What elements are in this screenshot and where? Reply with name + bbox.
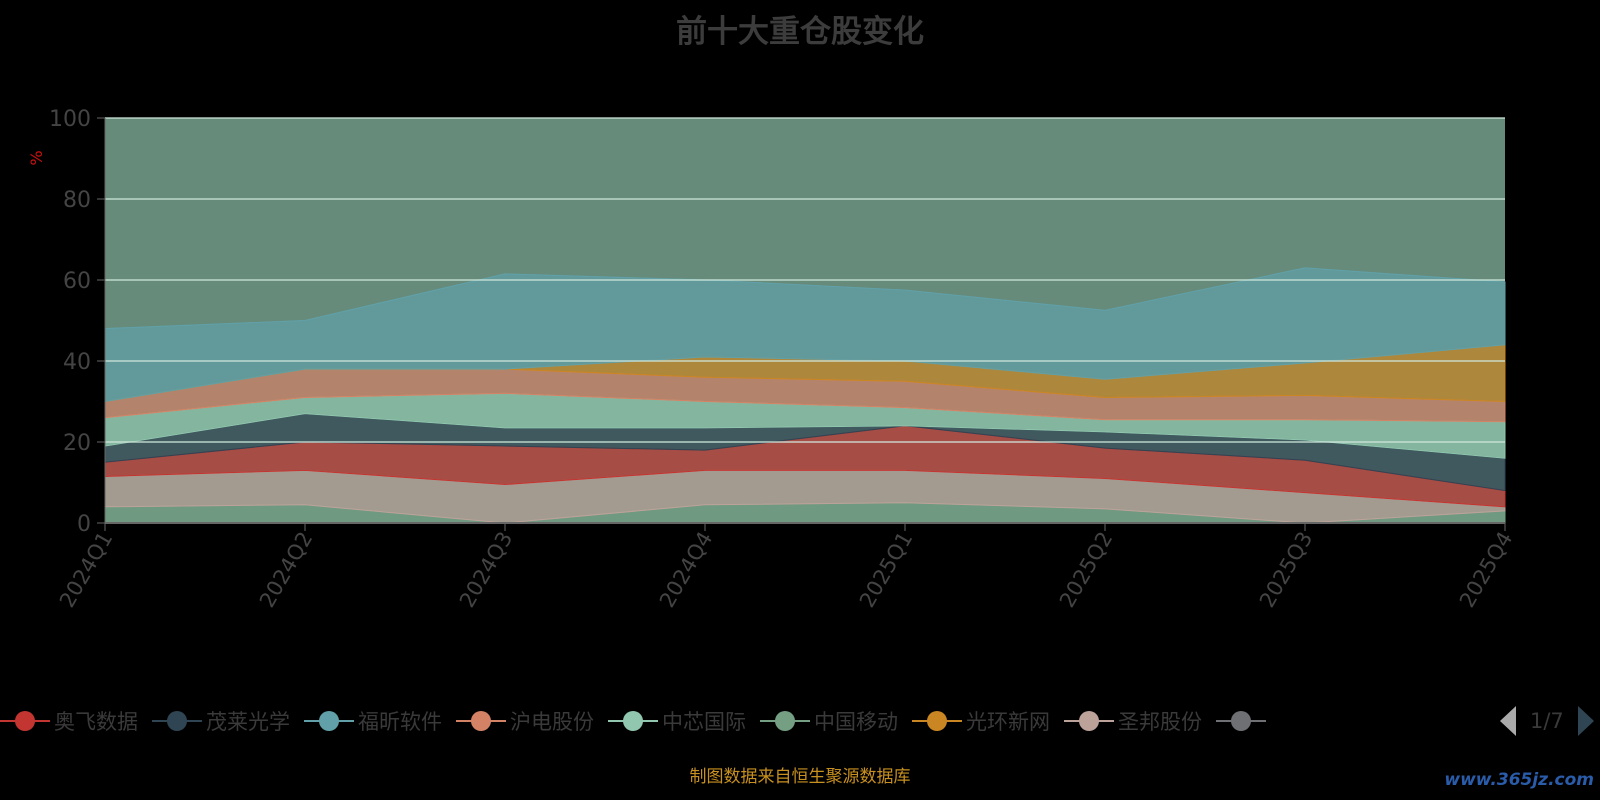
legend-pager: 1/7 bbox=[1500, 706, 1594, 736]
legend-marker-icon bbox=[304, 709, 354, 733]
legend-marker-icon bbox=[608, 709, 658, 733]
legend-item[interactable]: 圣邦股份 bbox=[1064, 706, 1202, 736]
legend-marker-icon bbox=[912, 709, 962, 733]
legend-marker-icon bbox=[0, 709, 50, 733]
x-tick-label: 2025Q3 bbox=[1255, 528, 1317, 612]
y-tick-label: 0 bbox=[77, 512, 91, 537]
y-tick-label: 80 bbox=[63, 188, 91, 213]
legend-marker-icon bbox=[456, 709, 506, 733]
y-tick-label: 100 bbox=[49, 107, 91, 132]
legend-marker-icon bbox=[1216, 709, 1266, 733]
y-tick-label: 20 bbox=[63, 431, 91, 456]
x-tick-label: 2024Q1 bbox=[55, 528, 117, 612]
data-source-note: 制图数据来自恒生聚源数据库 bbox=[689, 767, 911, 787]
watermark: www.365jz.com bbox=[1444, 770, 1594, 790]
legend-page-indicator: 1/7 bbox=[1530, 709, 1564, 733]
x-tick-label: 2024Q3 bbox=[455, 528, 517, 612]
legend-label: 中芯国际 bbox=[662, 710, 746, 734]
legend-label: 茂莱光学 bbox=[206, 710, 290, 734]
legend-marker-icon bbox=[152, 709, 202, 733]
legend-item[interactable]: 福昕软件 bbox=[304, 706, 442, 736]
legend-item[interactable]: 茂莱光学 bbox=[152, 706, 290, 736]
legend-item[interactable]: 奥飞数据 bbox=[0, 706, 138, 736]
legend-item-partial[interactable] bbox=[1216, 709, 1270, 733]
legend-item[interactable]: 沪电股份 bbox=[456, 706, 594, 736]
y-tick-label: 40 bbox=[63, 350, 91, 375]
legend-label: 圣邦股份 bbox=[1118, 710, 1202, 734]
legend-marker-icon bbox=[1064, 709, 1114, 733]
x-tick-label: 2025Q1 bbox=[855, 528, 917, 612]
legend-item[interactable]: 中国移动 bbox=[760, 706, 898, 736]
legend-item[interactable]: 光环新网 bbox=[912, 706, 1050, 736]
legend-item[interactable]: 中芯国际 bbox=[608, 706, 746, 736]
legend-label: 中国移动 bbox=[814, 710, 898, 734]
legend-label: 光环新网 bbox=[966, 710, 1050, 734]
legend-next-page-button[interactable] bbox=[1577, 706, 1594, 736]
x-tick-label: 2025Q4 bbox=[1455, 528, 1517, 612]
x-tick-label: 2024Q2 bbox=[255, 528, 317, 612]
chart-title: 前十大重仓股变化 bbox=[676, 14, 924, 50]
y-axis-label: % bbox=[27, 150, 46, 165]
legend-label: 沪电股份 bbox=[510, 710, 594, 734]
stacked-area-chart: 0 20 40 60 80 100% 2024Q1 2024Q2 2024Q3 2024Q4 202… bbox=[27, 107, 1517, 612]
x-tick-label: 2025Q2 bbox=[1055, 528, 1117, 612]
series-line-7 bbox=[104, 267, 1506, 330]
legend-marker-icon bbox=[760, 709, 810, 733]
legend-prev-page-button[interactable] bbox=[1500, 706, 1516, 736]
legend-label: 奥飞数据 bbox=[54, 710, 138, 734]
legend: 奥飞数据 茂莱光学 福昕软件 沪电股份 中芯国际 中国移动 光环新网 圣邦股份 bbox=[0, 706, 1284, 736]
x-tick-label: 2024Q4 bbox=[655, 528, 717, 612]
legend-label: 福昕软件 bbox=[358, 710, 442, 734]
y-tick-label: 60 bbox=[63, 269, 91, 294]
